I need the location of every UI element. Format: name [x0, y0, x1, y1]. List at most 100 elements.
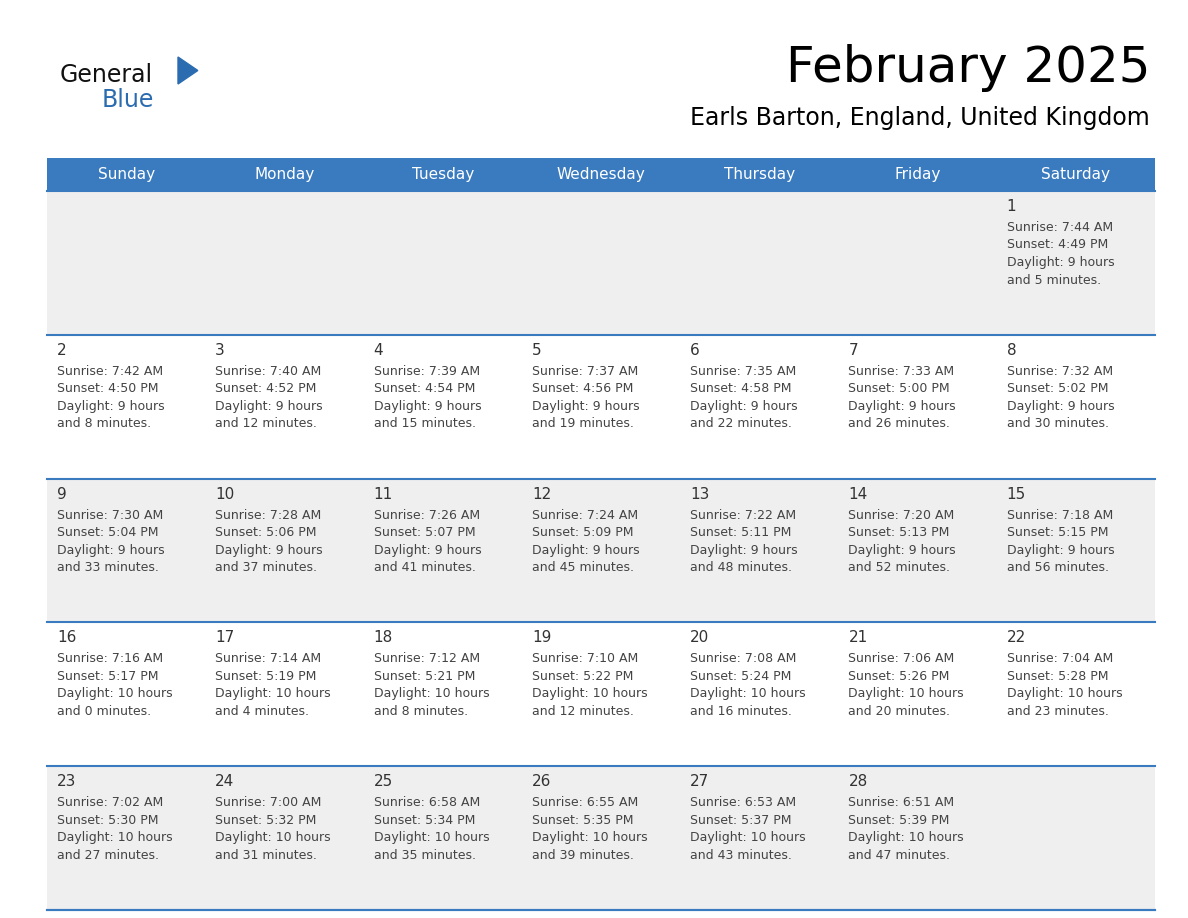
Text: and 5 minutes.: and 5 minutes.	[1006, 274, 1101, 286]
Text: Sunset: 5:00 PM: Sunset: 5:00 PM	[848, 382, 950, 396]
Text: Sunset: 5:30 PM: Sunset: 5:30 PM	[57, 813, 158, 827]
Text: Sunrise: 6:53 AM: Sunrise: 6:53 AM	[690, 796, 796, 809]
Text: and 56 minutes.: and 56 minutes.	[1006, 561, 1108, 574]
Text: Sunset: 5:39 PM: Sunset: 5:39 PM	[848, 813, 949, 827]
Text: Sunrise: 7:12 AM: Sunrise: 7:12 AM	[373, 653, 480, 666]
Bar	[48, 335, 1155, 478]
Text: 16: 16	[57, 631, 76, 645]
Text: 5: 5	[532, 342, 542, 358]
Text: Sunset: 5:17 PM: Sunset: 5:17 PM	[57, 670, 158, 683]
Text: 6: 6	[690, 342, 700, 358]
Text: Daylight: 9 hours: Daylight: 9 hours	[1006, 256, 1114, 269]
Text: 3: 3	[215, 342, 225, 358]
Text: and 8 minutes.: and 8 minutes.	[373, 705, 468, 718]
Bar	[48, 191, 1155, 335]
Text: Tuesday: Tuesday	[411, 167, 474, 182]
Text: and 33 minutes.: and 33 minutes.	[57, 561, 159, 574]
Text: Daylight: 10 hours: Daylight: 10 hours	[373, 688, 489, 700]
Text: Sunset: 4:58 PM: Sunset: 4:58 PM	[690, 382, 791, 396]
Text: Sunrise: 7:14 AM: Sunrise: 7:14 AM	[215, 653, 322, 666]
Text: Daylight: 10 hours: Daylight: 10 hours	[848, 831, 963, 845]
Text: Monday: Monday	[254, 167, 315, 182]
Text: Sunset: 5:37 PM: Sunset: 5:37 PM	[690, 813, 791, 827]
Text: Sunrise: 7:04 AM: Sunrise: 7:04 AM	[1006, 653, 1113, 666]
Text: Sunrise: 7:40 AM: Sunrise: 7:40 AM	[215, 364, 322, 378]
Text: Daylight: 10 hours: Daylight: 10 hours	[1006, 688, 1123, 700]
Text: Friday: Friday	[895, 167, 941, 182]
Text: Sunset: 5:34 PM: Sunset: 5:34 PM	[373, 813, 475, 827]
Text: and 0 minutes.: and 0 minutes.	[57, 705, 151, 718]
Text: Daylight: 10 hours: Daylight: 10 hours	[373, 831, 489, 845]
Bar	[48, 478, 1155, 622]
Text: and 19 minutes.: and 19 minutes.	[532, 418, 633, 431]
Text: and 12 minutes.: and 12 minutes.	[215, 418, 317, 431]
Text: and 4 minutes.: and 4 minutes.	[215, 705, 309, 718]
Text: and 47 minutes.: and 47 minutes.	[848, 849, 950, 862]
Text: Sunset: 5:35 PM: Sunset: 5:35 PM	[532, 813, 633, 827]
Text: and 37 minutes.: and 37 minutes.	[215, 561, 317, 574]
Text: and 20 minutes.: and 20 minutes.	[848, 705, 950, 718]
Bar	[48, 767, 1155, 910]
Text: Daylight: 9 hours: Daylight: 9 hours	[373, 543, 481, 556]
Text: Sunset: 4:52 PM: Sunset: 4:52 PM	[215, 382, 317, 396]
Text: 17: 17	[215, 631, 234, 645]
Bar	[48, 622, 1155, 767]
Text: and 22 minutes.: and 22 minutes.	[690, 418, 792, 431]
Text: 27: 27	[690, 774, 709, 789]
Text: 20: 20	[690, 631, 709, 645]
Text: Daylight: 10 hours: Daylight: 10 hours	[57, 831, 172, 845]
Text: Sunrise: 7:20 AM: Sunrise: 7:20 AM	[848, 509, 955, 521]
Text: Sunrise: 7:06 AM: Sunrise: 7:06 AM	[848, 653, 955, 666]
Text: Sunrise: 6:55 AM: Sunrise: 6:55 AM	[532, 796, 638, 809]
Text: Sunrise: 7:37 AM: Sunrise: 7:37 AM	[532, 364, 638, 378]
Text: Sunset: 5:15 PM: Sunset: 5:15 PM	[1006, 526, 1108, 539]
Text: Daylight: 10 hours: Daylight: 10 hours	[690, 831, 805, 845]
Text: 7: 7	[848, 342, 858, 358]
Text: and 41 minutes.: and 41 minutes.	[373, 561, 475, 574]
Text: and 26 minutes.: and 26 minutes.	[848, 418, 950, 431]
Text: 24: 24	[215, 774, 234, 789]
Text: Daylight: 9 hours: Daylight: 9 hours	[690, 543, 798, 556]
Text: Sunrise: 7:32 AM: Sunrise: 7:32 AM	[1006, 364, 1113, 378]
Text: Sunrise: 7:02 AM: Sunrise: 7:02 AM	[57, 796, 163, 809]
Text: Sunset: 5:09 PM: Sunset: 5:09 PM	[532, 526, 633, 539]
Text: 21: 21	[848, 631, 867, 645]
Text: Sunset: 5:28 PM: Sunset: 5:28 PM	[1006, 670, 1108, 683]
Text: Sunset: 5:26 PM: Sunset: 5:26 PM	[848, 670, 949, 683]
Text: Sunset: 4:49 PM: Sunset: 4:49 PM	[1006, 239, 1108, 252]
Text: 11: 11	[373, 487, 393, 501]
Text: Daylight: 9 hours: Daylight: 9 hours	[848, 543, 956, 556]
Text: 8: 8	[1006, 342, 1017, 358]
Text: Sunset: 5:22 PM: Sunset: 5:22 PM	[532, 670, 633, 683]
Text: Daylight: 10 hours: Daylight: 10 hours	[848, 688, 963, 700]
Text: 26: 26	[532, 774, 551, 789]
Text: Sunset: 5:04 PM: Sunset: 5:04 PM	[57, 526, 158, 539]
Text: 18: 18	[373, 631, 393, 645]
Text: Sunrise: 7:30 AM: Sunrise: 7:30 AM	[57, 509, 163, 521]
Text: and 45 minutes.: and 45 minutes.	[532, 561, 634, 574]
Text: and 23 minutes.: and 23 minutes.	[1006, 705, 1108, 718]
Text: Daylight: 9 hours: Daylight: 9 hours	[690, 400, 798, 413]
Text: Sunset: 5:06 PM: Sunset: 5:06 PM	[215, 526, 317, 539]
Text: Daylight: 10 hours: Daylight: 10 hours	[532, 688, 647, 700]
Text: Sunset: 5:19 PM: Sunset: 5:19 PM	[215, 670, 317, 683]
Text: Sunset: 4:50 PM: Sunset: 4:50 PM	[57, 382, 158, 396]
Text: Sunrise: 7:10 AM: Sunrise: 7:10 AM	[532, 653, 638, 666]
Text: Sunrise: 7:24 AM: Sunrise: 7:24 AM	[532, 509, 638, 521]
Text: and 30 minutes.: and 30 minutes.	[1006, 418, 1108, 431]
Text: February 2025: February 2025	[785, 44, 1150, 92]
Text: Sunrise: 7:08 AM: Sunrise: 7:08 AM	[690, 653, 796, 666]
Text: 15: 15	[1006, 487, 1026, 501]
Text: Sunrise: 7:42 AM: Sunrise: 7:42 AM	[57, 364, 163, 378]
Text: Sunset: 5:21 PM: Sunset: 5:21 PM	[373, 670, 475, 683]
Bar	[48, 158, 1155, 191]
Text: Daylight: 10 hours: Daylight: 10 hours	[57, 688, 172, 700]
Text: and 43 minutes.: and 43 minutes.	[690, 849, 792, 862]
Text: Sunrise: 7:33 AM: Sunrise: 7:33 AM	[848, 364, 954, 378]
Text: Daylight: 9 hours: Daylight: 9 hours	[215, 543, 323, 556]
Text: Sunset: 5:07 PM: Sunset: 5:07 PM	[373, 526, 475, 539]
Text: 13: 13	[690, 487, 709, 501]
Text: Sunset: 5:24 PM: Sunset: 5:24 PM	[690, 670, 791, 683]
Text: Wednesday: Wednesday	[557, 167, 645, 182]
Text: Sunset: 5:13 PM: Sunset: 5:13 PM	[848, 526, 949, 539]
